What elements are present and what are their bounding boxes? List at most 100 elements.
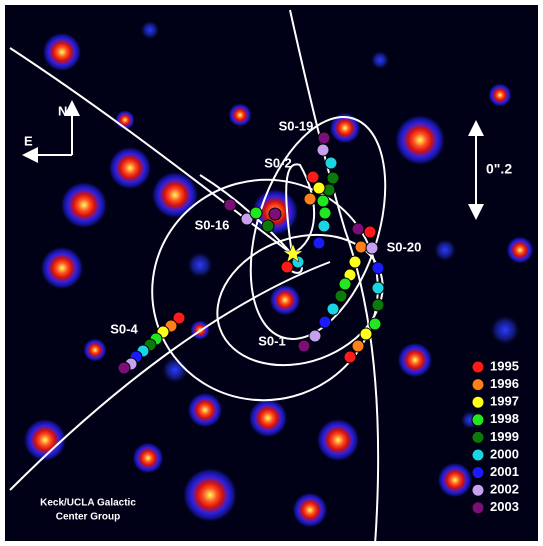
position-dot [351,339,365,353]
position-dot [172,311,186,325]
source [394,114,446,166]
credit: Center Group [56,512,120,523]
legend-swatch [471,501,485,515]
source [83,338,107,362]
position-dot [371,281,385,295]
position-dot [317,131,331,145]
position-dot [334,289,348,303]
position-dot [318,315,332,329]
star-label: S0-4 [110,321,138,336]
source [228,103,252,127]
legend-label: 2001 [490,464,519,479]
faint-source [186,251,214,279]
position-dot [317,219,331,233]
source [329,112,361,144]
source [108,146,152,190]
positions [117,131,385,375]
position-dot [280,260,294,274]
legend-label: 2002 [490,482,519,497]
source [316,418,360,462]
position-dot [312,236,326,250]
source [23,418,67,462]
position-dot [371,261,385,275]
position-dot [318,206,332,220]
position-dot [303,192,317,206]
position-dot [348,255,362,269]
source [60,181,108,229]
position-dot [326,171,340,185]
position-dot [223,198,237,212]
faint-source [433,238,457,262]
position-dot [324,156,338,170]
star-label: S0-1 [258,333,285,348]
star-label: S0-16 [195,217,230,232]
source [506,236,534,264]
faint-source [370,50,390,70]
position-dot [351,222,365,236]
position-dot [240,212,254,226]
position-dot [363,225,377,239]
legend-label: 2003 [490,499,519,514]
legend-swatch [471,395,485,409]
faint-source [489,314,521,346]
position-dot [249,206,263,220]
legend-swatch [471,360,485,374]
source [269,284,301,316]
position-dot [316,194,330,208]
position-dot [316,143,330,157]
legend-swatch [471,413,485,427]
legend-label: 1995 [490,358,519,373]
source [42,32,82,72]
sky [5,5,538,541]
position-dot [306,170,320,184]
east-label: E [24,133,33,148]
position-dot [338,277,352,291]
orbits [9,9,387,546]
star-label: S0-2 [264,155,291,170]
faint-source [140,20,160,40]
position-dot [343,350,357,364]
position-dot [117,361,131,375]
source [182,467,238,523]
position-dot [359,327,373,341]
source [488,83,512,107]
star-label: S0-19 [279,118,314,133]
position-dot [297,339,311,353]
compass: N E [22,100,80,163]
legend-label: 1999 [490,429,519,444]
north-label: N [58,103,67,118]
source [132,442,164,474]
position-dot [268,207,282,221]
legend-swatch [471,466,485,480]
black-hole [282,243,304,263]
scale-label: 0".2 [486,161,512,177]
legend-swatch [471,430,485,444]
source [151,171,199,219]
source [248,398,288,438]
legend-swatch [471,483,485,497]
source [292,492,328,528]
legend-label: 1998 [490,411,519,426]
legend-label: 1997 [490,394,519,409]
position-dot [312,181,326,195]
legend: 1995 1996 1997 1998 1999 2000 2001 2002 2003 [471,358,519,515]
position-dot [354,240,368,254]
legend-label: 1996 [490,376,519,391]
source [397,342,433,378]
position-dot [365,241,379,255]
star-labels: S0-19 S0-2 S0-16 S0-20 S0-4 S0-1 [110,118,421,348]
source [40,246,84,290]
position-dot [261,219,275,233]
position-dot [308,329,322,343]
position-dot [326,302,340,316]
legend-swatch [471,448,485,462]
legend-swatch [471,378,485,392]
legend-label: 2000 [490,446,519,461]
credit: Keck/UCLA Galactic [40,498,136,509]
position-dot [368,317,382,331]
source [187,392,223,428]
position-dot [371,298,385,312]
faint-source [161,356,189,384]
source [437,462,473,498]
